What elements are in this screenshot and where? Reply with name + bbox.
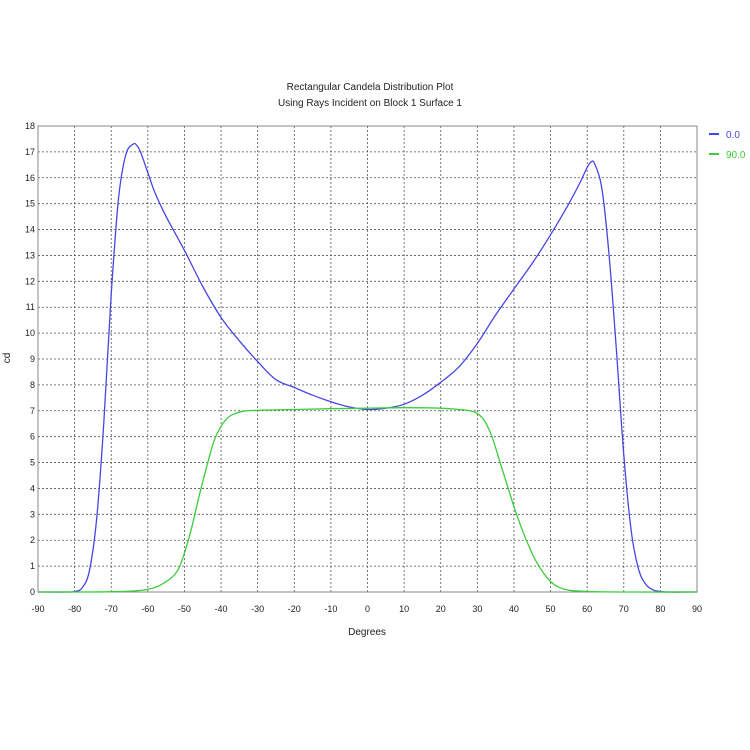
y-tick-label: 11: [26, 302, 35, 312]
legend-label: 90.0: [726, 150, 746, 161]
y-axis-label: cd: [2, 353, 13, 364]
y-tick-label: 18: [25, 121, 35, 131]
y-tick-label: 3: [30, 509, 35, 519]
x-axis-label: Degrees: [348, 627, 386, 638]
x-tick-label: 90: [692, 604, 702, 614]
y-tick-label: 9: [30, 354, 35, 364]
x-tick-label: 50: [546, 604, 556, 614]
y-tick-label: 7: [30, 406, 35, 416]
x-tick-label: 20: [436, 604, 446, 614]
x-tick-label: -40: [215, 604, 228, 614]
y-tick-label: 1: [30, 561, 35, 571]
plot-frame: [37, 125, 698, 593]
x-tick-label: -50: [178, 604, 191, 614]
grid-lines: [37, 125, 698, 593]
y-tick-label: 8: [30, 380, 35, 390]
x-tick-label: 30: [472, 604, 482, 614]
legend-label: 0.0: [726, 130, 740, 141]
x-tick-label: -30: [251, 604, 264, 614]
legend: 0.0 90.0: [709, 130, 746, 161]
x-tick-label: 10: [399, 604, 409, 614]
series-lines: [37, 142, 698, 593]
x-tick-label: -90: [31, 604, 44, 614]
y-tick-label: 17: [25, 147, 35, 157]
y-tick-label: 15: [25, 199, 35, 209]
x-tick-label: 70: [619, 604, 629, 614]
series-line-90-0: [37, 407, 698, 593]
y-tick-label: 10: [25, 328, 35, 338]
x-tick-label: -80: [68, 604, 81, 614]
y-tick-label: 14: [25, 225, 35, 235]
y-tick-label: 6: [30, 432, 35, 442]
x-tick-labels: -90 -80 -70 -60 -50 -40 -30 -20 -10 0 10 20 30 40 50 60…: [31, 604, 702, 614]
x-tick-label: -20: [288, 604, 301, 614]
x-tick-label: -60: [141, 604, 154, 614]
y-tick-label: 2: [30, 535, 35, 545]
y-tick-label: 13: [25, 250, 35, 260]
y-tick-label: 4: [30, 483, 35, 493]
y-tick-label: 5: [30, 458, 35, 468]
x-tick-label: 80: [655, 604, 665, 614]
y-tick-label: 16: [25, 173, 35, 183]
chart-title: Rectangular Candela Distribution Plot: [287, 82, 454, 93]
y-tick-label: 12: [25, 276, 35, 286]
x-tick-label: -70: [105, 604, 118, 614]
x-tick-label: 60: [582, 604, 592, 614]
x-tick-label: 40: [509, 604, 519, 614]
series-line-0-0: [37, 142, 698, 593]
chart-subtitle: Using Rays Incident on Block 1 Surface 1: [278, 98, 462, 109]
x-tick-label: -10: [324, 604, 337, 614]
x-tick-label: 0: [365, 604, 370, 614]
y-tick-label: 0: [30, 587, 35, 597]
